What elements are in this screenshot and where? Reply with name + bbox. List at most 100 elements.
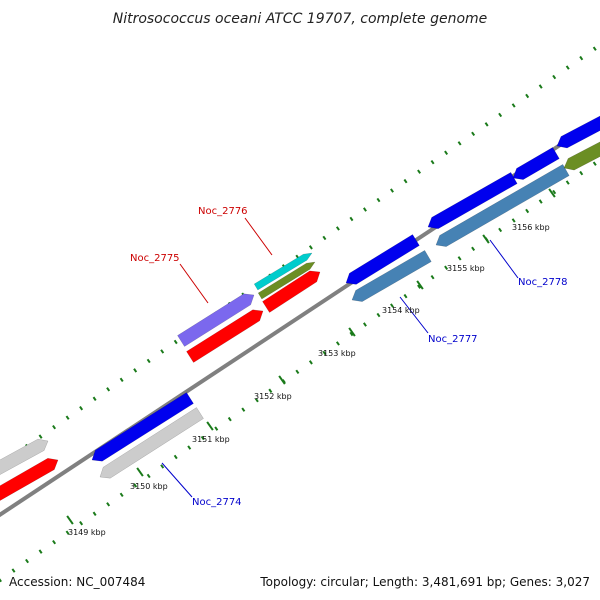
inner-dot-mark	[592, 161, 597, 166]
outer-dot-mark	[106, 387, 111, 392]
genome-title: Nitrosococcus oceani ATCC 19707, complet…	[113, 11, 488, 27]
leader-line	[489, 239, 519, 279]
outer-dot-mark	[579, 55, 584, 61]
inner-dot-mark	[349, 331, 354, 337]
inner-dot-mark	[38, 549, 43, 554]
tick-mark	[348, 327, 356, 337]
inner-dot-mark	[268, 388, 273, 393]
outer-dot-mark	[538, 84, 543, 89]
inner-dot-mark	[227, 416, 232, 422]
outer-dot-mark	[498, 112, 503, 118]
gene-label: Noc_2778	[518, 277, 568, 288]
tick-mark	[548, 188, 556, 198]
inner-dot-mark	[0, 578, 2, 583]
gene-arrow	[99, 407, 204, 479]
gene-arrow	[345, 234, 420, 285]
gene-label: Noc_2774	[192, 497, 242, 508]
outer-dot-mark	[322, 235, 327, 241]
inner-dot-mark	[552, 189, 557, 195]
gene-arrow	[177, 293, 255, 347]
inner-dot-mark	[173, 454, 178, 460]
outer-dot-mark	[376, 197, 381, 203]
inner-dot-mark	[538, 199, 543, 204]
outer-dot-mark	[133, 368, 138, 373]
outer-dot-mark	[592, 46, 597, 51]
outer-dot-mark	[511, 103, 516, 108]
outer-dot-mark	[552, 74, 557, 80]
outer-dot-mark	[484, 122, 489, 127]
gene-arrow	[0, 458, 59, 501]
inner-dot-mark	[376, 312, 381, 318]
leader-line	[179, 263, 209, 304]
outer-dot-mark	[444, 150, 449, 155]
inner-dot-mark	[65, 530, 70, 535]
tick-label: 3152 kbp	[254, 392, 292, 401]
gene-label: Noc_2776	[198, 206, 248, 217]
gene-arrow	[512, 147, 560, 180]
outer-dot-mark	[92, 396, 97, 401]
outer-dot-mark	[335, 226, 340, 231]
inner-dot-mark	[579, 170, 584, 176]
gene-arrow	[0, 438, 49, 475]
inner-dot-mark	[214, 426, 219, 431]
outer-dot-mark	[363, 207, 367, 212]
inner-dot-mark	[25, 558, 30, 564]
gene-label: Noc_2775	[130, 253, 180, 264]
tick-label: 3153 kbp	[318, 349, 356, 358]
gene-arrow	[186, 309, 264, 363]
inner-dot-mark	[146, 473, 151, 479]
label-leader-lines	[161, 217, 519, 498]
leader-line	[399, 296, 429, 334]
outer-dot-mark	[308, 245, 313, 250]
inner-dot-mark	[133, 483, 138, 488]
inner-dot-mark	[322, 350, 327, 356]
outer-dot-mark	[119, 377, 124, 383]
inner-dot-mark	[11, 568, 16, 573]
tick-mark	[136, 467, 144, 477]
outer-dot-mark	[525, 93, 530, 99]
outer-dot-mark	[349, 216, 354, 222]
outer-dot-mark	[565, 65, 570, 70]
inner-dot-track	[0, 161, 597, 583]
tick-label: 3151 kbp	[192, 435, 230, 444]
inner-dot-mark	[390, 303, 394, 308]
gene-arrow	[257, 261, 316, 300]
tick-labels: 3149 kbp 3150 kbp 3151 kbp 3152 kbp 3153 kbp…	[66, 188, 556, 537]
inner-dot-mark	[525, 208, 530, 214]
tick-mark	[416, 280, 424, 290]
outer-dot-mark	[79, 406, 84, 411]
gene-arrow	[435, 164, 570, 247]
inner-dot-mark	[241, 407, 246, 412]
outer-dot-mark	[390, 188, 394, 193]
tick-mark	[482, 234, 490, 244]
tick-label: 3149 kbp	[68, 528, 106, 537]
inner-dot-mark	[79, 521, 84, 526]
tick-label: 3150 kbp	[130, 482, 168, 491]
inner-dot-mark	[363, 322, 367, 327]
gene-labels: Noc_2774 Noc_2775 Noc_2776 Noc_2777 Noc_2778	[130, 206, 568, 508]
inner-dot-mark	[403, 293, 408, 299]
outer-dot-mark	[160, 349, 165, 354]
outer-dot-mark	[146, 358, 151, 364]
tick-mark	[278, 375, 286, 385]
inner-dot-mark	[471, 246, 476, 252]
inner-dot-mark	[417, 284, 422, 289]
gene-arrow	[262, 270, 321, 313]
inner-dot-mark	[52, 539, 57, 545]
inner-dot-mark	[444, 265, 449, 270]
inner-dot-mark	[254, 398, 259, 403]
inner-dot-mark	[511, 218, 516, 223]
gene-arrow	[563, 141, 600, 171]
gene-arrow	[91, 392, 194, 462]
gene-label: Noc_2777	[428, 334, 478, 345]
outer-dot-mark	[457, 141, 462, 146]
leader-line	[161, 462, 193, 498]
inner-dot-mark	[457, 256, 462, 261]
tick-mark	[66, 515, 74, 525]
outer-dot-mark	[417, 169, 422, 174]
outer-dot-mark	[430, 160, 435, 165]
accession-label: Accession: NC_007484	[9, 575, 145, 589]
outer-dot-mark	[403, 178, 408, 184]
inner-dot-mark	[119, 492, 124, 498]
